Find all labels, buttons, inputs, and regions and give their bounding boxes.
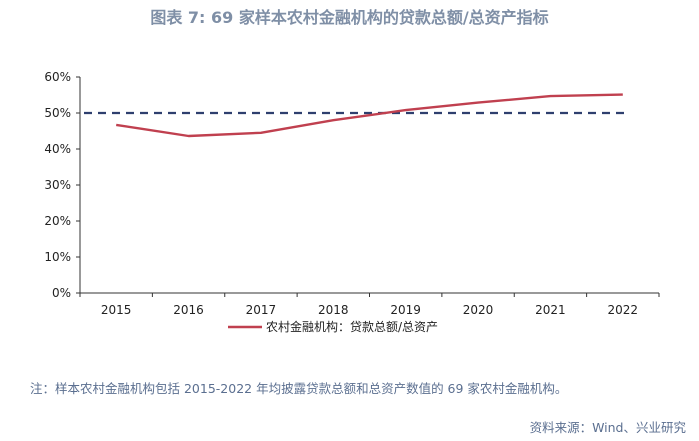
- y-tick-label: 60%: [44, 70, 71, 84]
- plot-area: [84, 93, 629, 138]
- x-tick-label: 2020: [463, 303, 494, 317]
- y-tick-label: 10%: [44, 250, 71, 264]
- y-tick-label: 40%: [44, 142, 71, 156]
- chart-note: 注：样本农村金融机构包括 2015-2022 年均披露贷款总额和总资产数值的 6…: [30, 381, 568, 396]
- legend-label: 农村金融机构：贷款总额/总资产: [266, 319, 438, 334]
- x-tick-label: 2022: [608, 303, 639, 317]
- x-tick-label: 2016: [173, 303, 204, 317]
- y-tick-label: 20%: [44, 214, 71, 228]
- y-tick-label: 50%: [44, 106, 71, 120]
- x-tick-label: 2021: [535, 303, 566, 317]
- chart-source: 资料来源：Wind、兴业研究: [529, 420, 686, 435]
- x-tick-label: 2015: [101, 303, 132, 317]
- x-tick-label: 2018: [318, 303, 349, 317]
- y-axis: 0% 10% 20% 30% 40% 50% 60%: [44, 70, 81, 300]
- x-tick-label: 2017: [246, 303, 277, 317]
- y-tick-label: 0%: [52, 286, 71, 300]
- chart-title: 图表 7: 69 家样本农村金融机构的贷款总额/总资产指标: [150, 8, 549, 27]
- series-line: [116, 93, 623, 138]
- legend: 农村金融机构：贷款总额/总资产: [228, 319, 438, 334]
- y-tick-label: 30%: [44, 178, 71, 192]
- x-tick-label: 2019: [390, 303, 421, 317]
- x-axis: 2015 2016 2017 2018 2019 2020 2021 2022: [79, 292, 660, 317]
- line-chart: 0%10%20%30%40%50%60% 2015 2016 2017 2018 201…: [44, 70, 660, 334]
